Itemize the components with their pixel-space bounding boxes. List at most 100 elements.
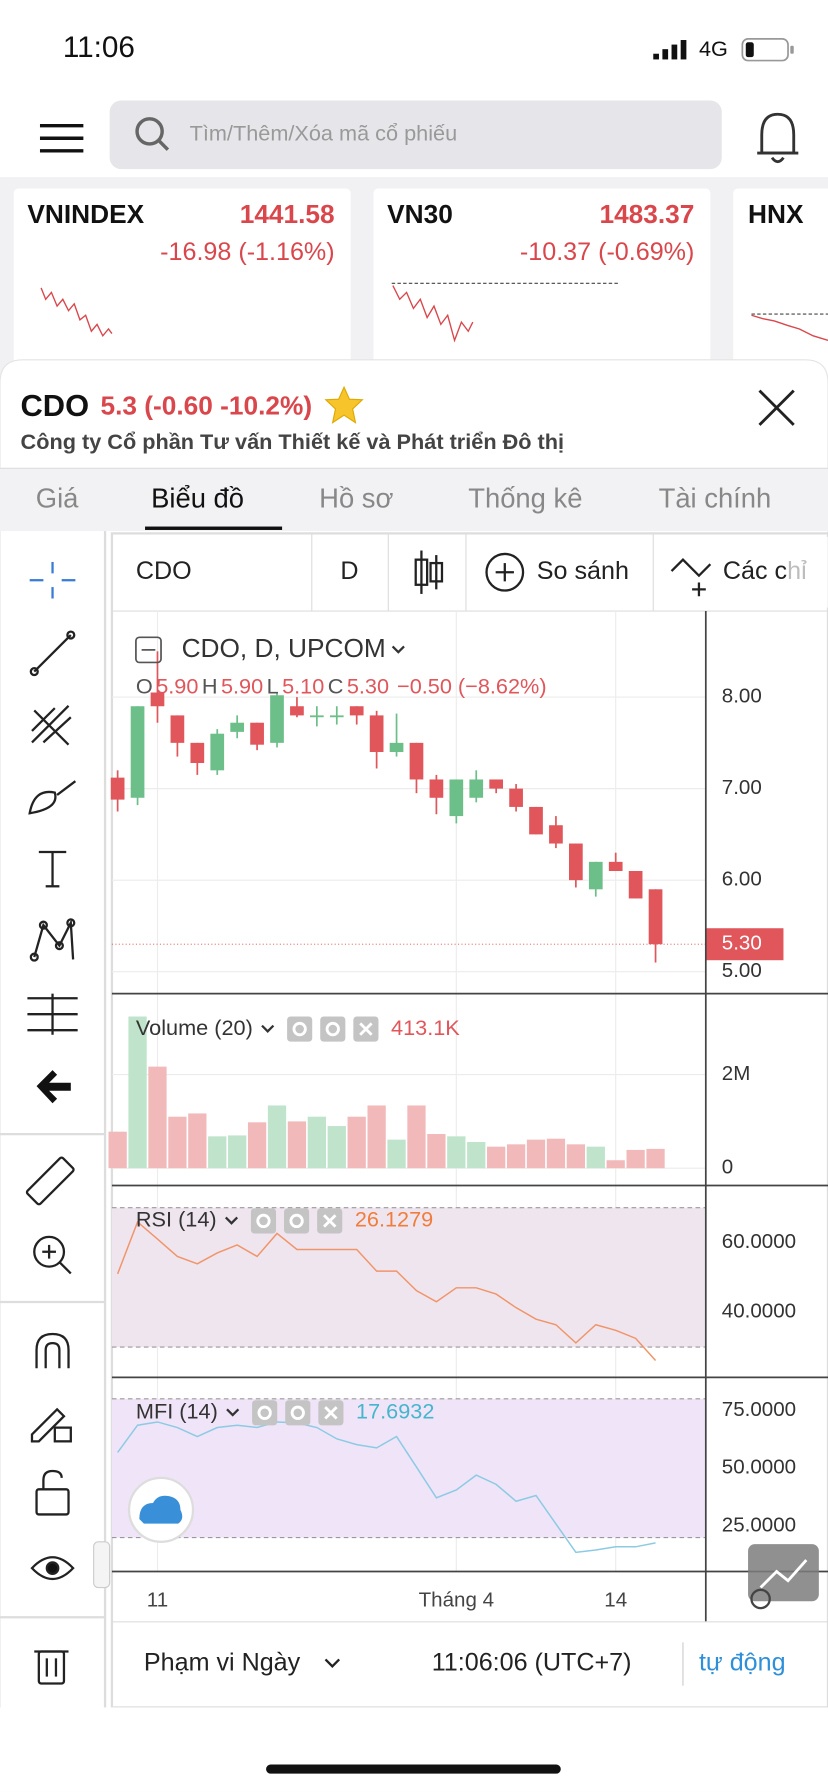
settings-icon[interactable] xyxy=(750,1588,771,1610)
candle-body xyxy=(509,788,523,807)
volume-bar xyxy=(447,1136,466,1169)
auto-scale-button[interactable]: tự động xyxy=(699,1649,786,1677)
candle-body xyxy=(290,706,304,716)
lock-draw-tool[interactable] xyxy=(30,1407,72,1443)
settings-button[interactable] xyxy=(284,1208,310,1234)
sparkline xyxy=(751,314,828,342)
chart-title: CDO, D, UPCOM xyxy=(182,633,386,663)
visibility-button[interactable] xyxy=(252,1400,278,1426)
trash-tool[interactable] xyxy=(34,1650,69,1685)
floating-chart-button[interactable] xyxy=(748,1544,819,1602)
search-placeholder: Tìm/Thêm/Xóa mã cổ phiếu xyxy=(190,121,458,146)
chevron xyxy=(391,645,405,654)
sparkline xyxy=(392,285,474,343)
brush-tool[interactable] xyxy=(28,780,77,815)
y-tick-label: 75.0000 xyxy=(722,1398,796,1421)
floating-chart-icon xyxy=(759,1559,808,1589)
visibility-button[interactable] xyxy=(250,1208,277,1234)
candle-body xyxy=(648,889,663,945)
text-tool[interactable] xyxy=(38,850,67,888)
candle-body xyxy=(549,825,563,844)
volume-bar xyxy=(108,1131,127,1169)
tab[interactable]: Biểu đồ xyxy=(151,483,244,514)
crosshair-tool[interactable] xyxy=(29,561,76,599)
settings-button[interactable] xyxy=(320,1016,346,1042)
signal-icon xyxy=(653,40,687,60)
candle-body xyxy=(349,706,364,716)
visibility-button[interactable] xyxy=(287,1016,313,1042)
home-indicator xyxy=(266,1764,561,1774)
tab[interactable]: Thống kê xyxy=(468,483,582,514)
lock-tool[interactable] xyxy=(35,1469,70,1516)
range-selector[interactable]: Phạm vi Ngày xyxy=(144,1649,301,1677)
ohlc-value: 5.10 xyxy=(282,673,324,698)
index-card[interactable] xyxy=(13,188,351,377)
volume-bar xyxy=(407,1105,426,1169)
pattern-tool[interactable] xyxy=(29,918,76,962)
volume-bar xyxy=(586,1146,605,1169)
indicators-icon[interactable] xyxy=(670,558,712,597)
pane-separators xyxy=(111,611,828,1622)
ohlc-value: 5.90 xyxy=(156,673,198,698)
candle-body xyxy=(369,715,384,753)
pane-title: RSI (14) xyxy=(136,1207,217,1232)
compare-button[interactable]: So sánh xyxy=(537,557,629,585)
visibility-tool[interactable] xyxy=(30,1556,75,1581)
collapse-button[interactable] xyxy=(135,636,162,664)
collapse-handle[interactable] xyxy=(93,1541,111,1589)
y-tick-label: 50.0000 xyxy=(722,1456,796,1479)
logo-icon xyxy=(139,1495,183,1524)
pitchfork-tool[interactable] xyxy=(31,705,72,746)
zoom-tool[interactable] xyxy=(33,1235,72,1275)
tab-bar xyxy=(0,468,828,532)
y-tick-label: 6.00 xyxy=(722,868,762,891)
search-box[interactable] xyxy=(109,100,722,170)
volume-bar xyxy=(307,1116,326,1169)
chart-type-button[interactable] xyxy=(414,550,444,594)
back-tool[interactable] xyxy=(36,1070,71,1104)
measure-lines-tool[interactable] xyxy=(27,993,78,1035)
tab[interactable]: Hồ sơ xyxy=(319,483,393,514)
candle-body xyxy=(130,706,145,798)
candle-body xyxy=(569,843,583,881)
volume-bar xyxy=(228,1135,247,1169)
ohlc-value: 5.30 xyxy=(347,673,389,698)
compare-icon[interactable] xyxy=(485,552,525,592)
last-price-label: 5.30 xyxy=(722,932,762,955)
toolbar-interval[interactable]: D xyxy=(340,557,358,585)
bell-button[interactable] xyxy=(757,112,799,164)
indicator-line xyxy=(117,1421,656,1554)
bottom-area xyxy=(0,1707,828,1792)
candle-body xyxy=(389,742,404,753)
ohlc-key: H xyxy=(202,673,218,698)
volume-bar xyxy=(427,1134,446,1169)
index-card[interactable] xyxy=(733,188,828,377)
volume-bar xyxy=(367,1105,386,1169)
y-tick-label: 8.00 xyxy=(722,685,762,708)
candle-body xyxy=(210,733,225,771)
y-tick-label: 25.0000 xyxy=(722,1513,796,1536)
menu-button[interactable] xyxy=(39,123,84,153)
tab[interactable]: Giá xyxy=(36,483,79,514)
tab[interactable]: Tài chính xyxy=(659,483,772,514)
candle-body xyxy=(489,779,504,789)
candle-body xyxy=(270,695,284,743)
ruler-tool[interactable] xyxy=(25,1156,75,1206)
candle-body xyxy=(529,806,543,835)
magnet-tool[interactable] xyxy=(35,1332,70,1369)
close-button[interactable] xyxy=(758,389,795,426)
y-tick-label: 0 xyxy=(722,1156,733,1179)
volume-bar xyxy=(267,1105,287,1169)
line-tool[interactable] xyxy=(29,630,76,677)
candle-body xyxy=(329,715,344,718)
settings-button[interactable] xyxy=(285,1400,311,1426)
volume-bar xyxy=(148,1066,167,1169)
favorite-star[interactable] xyxy=(324,385,364,424)
index-change: -16.98 (-1.16%) xyxy=(160,238,334,266)
toolbar-symbol[interactable]: CDO xyxy=(136,557,192,585)
pane-value: 26.1279 xyxy=(355,1207,433,1232)
candle-body xyxy=(449,779,464,817)
network-label: 4G xyxy=(699,36,728,61)
tool-icons xyxy=(0,561,106,1685)
